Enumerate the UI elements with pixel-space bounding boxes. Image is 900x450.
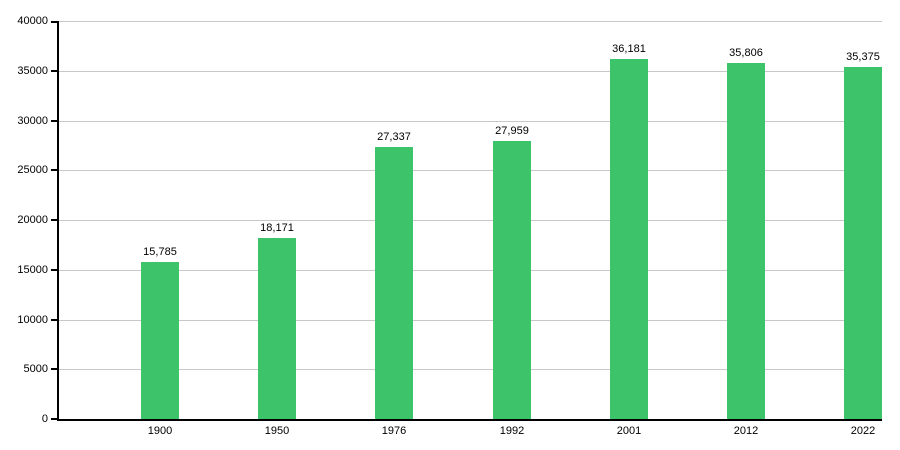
x-axis-label: 1900	[147, 425, 173, 437]
y-axis-label: 20000	[17, 214, 48, 226]
bar	[375, 147, 413, 419]
bar-value-label: 15,785	[143, 246, 177, 258]
y-axis-label: 35000	[17, 65, 48, 77]
y-axis-tick	[51, 169, 57, 171]
bar-value-label: 35,375	[846, 51, 880, 63]
y-axis-label: 0	[41, 413, 48, 425]
y-axis-label: 10000	[17, 314, 48, 326]
bar-value-label: 27,959	[495, 125, 529, 137]
bar-value-label: 36,181	[612, 43, 646, 55]
gridline	[59, 270, 882, 271]
y-axis-tick	[51, 269, 57, 271]
gridline	[59, 71, 882, 72]
y-axis-tick	[51, 120, 57, 122]
y-axis-tick	[51, 70, 57, 72]
y-axis-label: 15000	[17, 264, 48, 276]
plot-area: 15,785 18,171 27,337 27,959 36,181 35,806 35,3…	[51, 21, 882, 421]
x-axis-label: 1992	[499, 425, 525, 437]
gridline	[59, 220, 882, 221]
y-axis-label: 25000	[17, 164, 48, 176]
bar	[258, 238, 296, 419]
gridline	[59, 21, 882, 22]
x-axis-label: 2012	[733, 425, 759, 437]
y-axis-tick	[51, 219, 57, 221]
x-axis-label: 2022	[850, 425, 876, 437]
bar	[610, 59, 648, 419]
gridline	[59, 121, 882, 122]
bar	[141, 262, 179, 419]
bar	[727, 63, 765, 419]
x-axis-label: 1976	[381, 425, 407, 437]
y-axis-label: 30000	[17, 115, 48, 127]
y-axis-label: 5000	[23, 363, 48, 375]
bar	[493, 141, 531, 419]
gridline	[59, 320, 882, 321]
y-axis-tick	[51, 368, 57, 370]
bar-value-label: 35,806	[729, 47, 763, 59]
y-axis-tick	[51, 21, 57, 23]
x-axis-label: 1950	[264, 425, 290, 437]
bar-value-label: 27,337	[377, 131, 411, 143]
bar	[844, 67, 882, 419]
bar-value-label: 18,171	[260, 222, 294, 234]
gridline	[59, 170, 882, 171]
y-axis-label: 40000	[17, 15, 48, 27]
gridline	[59, 369, 882, 370]
x-axis-label: 2001	[616, 425, 642, 437]
y-axis-tick	[51, 418, 57, 420]
y-axis-tick	[51, 319, 57, 321]
